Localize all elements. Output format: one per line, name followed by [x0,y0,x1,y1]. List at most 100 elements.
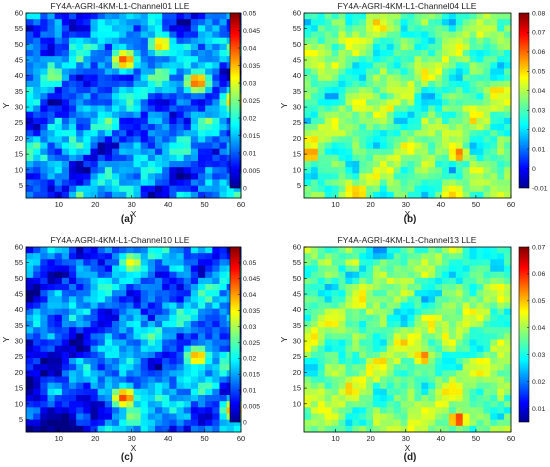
heatmap-cell [104,130,113,137]
heatmap-cell [147,425,156,433]
heatmap-cell [421,284,429,291]
heatmap-cell [476,370,484,377]
heatmap-cell [324,93,332,100]
heatmap-cell [428,68,436,76]
heatmap-cell [54,370,63,377]
heatmap-cell [448,425,457,433]
heatmap-cell [90,376,99,384]
heatmap-cell [205,37,213,45]
heatmap-cell [69,259,77,266]
heatmap-cell [442,62,450,69]
heatmap-cell [483,284,491,291]
heatmap-cell [462,358,470,365]
heatmap-cell [455,80,464,88]
heatmap-cell [379,161,388,168]
heatmap-cell [393,321,401,328]
heatmap-cell [393,407,401,414]
y-tick-label: 10 [15,165,23,174]
heatmap-cell [393,314,401,322]
heatmap-cell [400,321,408,328]
heatmap-cell [483,99,491,106]
heatmap-cell [54,191,63,199]
heatmap-cell [69,13,77,20]
heatmap-cell [176,167,185,174]
heatmap-cell [69,271,77,279]
heatmap-cell [112,161,120,168]
heatmap-cell [183,111,192,119]
heatmap-cell [448,62,457,69]
heatmap-cell [483,136,491,143]
heatmap-cell [47,154,56,162]
heatmap-cell [366,37,374,45]
heatmap-cell [147,111,156,119]
heatmap-cell [126,185,134,193]
heatmap-cell [393,345,401,353]
heatmap-cell [476,253,484,260]
y-tick-label: 20 [293,134,301,143]
heatmap-cell [190,19,199,26]
colorbar-tick-label: 0.045 [243,28,260,35]
heatmap-cell [338,167,346,174]
heatmap-cell [379,265,388,273]
heatmap-cell [126,413,134,421]
heatmap-cell [112,382,120,390]
heatmap-cell [476,167,484,174]
heatmap-cell [140,105,149,113]
heatmap-cell [400,80,408,88]
heatmap-cell [169,253,177,260]
heatmap-cell [331,173,339,180]
heatmap-cell [414,277,422,285]
heatmap-cell [40,25,48,32]
heatmap-cell [83,382,91,390]
heatmap-cell [126,50,134,57]
heatmap-cell [61,302,70,310]
heatmap-cell [490,68,498,76]
heatmap-cell [126,130,134,137]
heatmap-cell [169,167,177,174]
heatmap-cell [119,333,127,340]
heatmap-cell [33,370,41,377]
heatmap-cell [483,173,491,180]
heatmap-cell [133,247,142,254]
heatmap-cell [455,130,464,137]
heatmap-cell [448,290,457,297]
heatmap-cell [97,43,106,51]
heatmap-cell [126,271,134,279]
colorbar-tick-label: 0.045 [243,276,260,283]
heatmap-cell [442,333,450,340]
heatmap-cell [373,265,381,273]
heatmap-cell [155,314,163,322]
heatmap-cell [69,388,77,396]
heatmap-cell [104,148,113,156]
heatmap-cell [352,351,360,359]
heatmap-cell [97,105,106,113]
heatmap-cell [119,253,127,260]
heatmap-cell [310,130,319,137]
heatmap-cell [147,56,156,63]
heatmap-cell [373,259,381,266]
heatmap-cell [373,74,381,82]
heatmap-cell [176,80,185,88]
heatmap-cell [126,314,134,322]
heatmap-cell [119,388,127,396]
heatmap-cell [104,161,113,168]
heatmap-cell [421,185,429,193]
heatmap-cell [83,68,91,76]
heatmap-cell [90,68,99,76]
heatmap-cell [126,179,134,187]
heatmap-cell [304,345,312,353]
heatmap-cell [373,388,381,396]
heatmap-cell [331,327,339,334]
heatmap-cell [205,376,213,384]
heatmap-cell [76,290,84,297]
heatmap-cell [379,302,388,310]
heatmap-cell [83,376,91,384]
heatmap-cell [442,314,450,322]
heatmap-cell [435,37,443,45]
x-tick-label: 50 [200,434,208,443]
heatmap-cell [169,327,177,334]
heatmap-cell [33,25,41,32]
heatmap-cell [205,321,213,328]
heatmap-cell [386,93,395,100]
heatmap-cell [147,376,156,384]
